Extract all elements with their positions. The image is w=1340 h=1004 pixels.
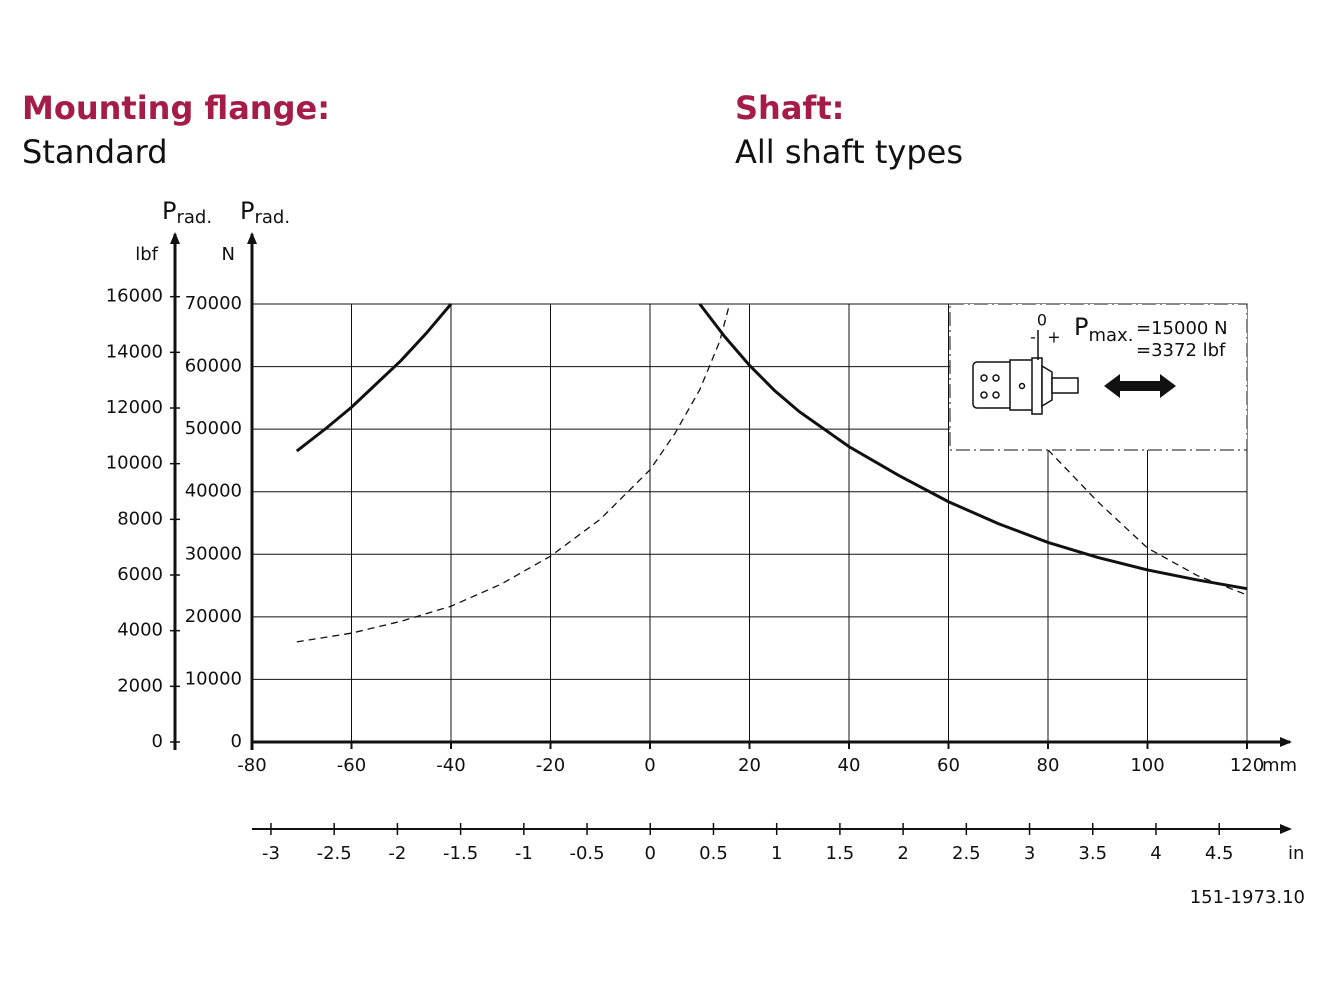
x-tick-label: -20 [536,755,565,776]
x2-tick-label: -3 [262,843,280,864]
heading-label: Mounting flange: [22,89,330,127]
x2-tick-label: 2 [897,843,908,864]
plot-area: 010000200003000040000500006000070000-80-… [106,232,1292,864]
inset-line: =15000 N [1136,318,1228,339]
x2-tick-label: -2 [388,843,406,864]
y2-tick-label: 0 [152,731,163,752]
x-tick-label: 0 [644,755,655,776]
x2-tick-label: 0 [645,843,656,864]
curve [296,303,1248,643]
y-tick-label: 30000 [185,543,242,564]
symbol: P [162,197,176,225]
symbol: P [1074,313,1088,341]
x2-tick-label: -1.5 [443,843,478,864]
x-tick-label: -40 [436,755,465,776]
y-axis-title: Prad. [240,197,290,228]
x2-tick-label: 3 [1024,843,1035,864]
inset: 0 - + Pmax. =15000 N =3372 lbf [949,303,1248,451]
x2-tick-label: 2.5 [952,843,981,864]
x2-tick-label: 1.5 [826,843,855,864]
subscript: rad. [254,207,290,228]
y2-tick-label: 2000 [117,675,163,696]
y-tick-label: 0 [231,731,242,752]
x-tick-label: 20 [738,755,761,776]
y-tick-label: 40000 [185,481,242,502]
y-tick-label: 10000 [185,668,242,689]
x2-tick-label: 3.5 [1078,843,1107,864]
curve [698,303,1248,591]
x2-tick-label: 0.5 [699,843,728,864]
x-tick-label: 100 [1130,755,1164,776]
curve [295,303,453,453]
x2-tick-label: 1 [771,843,782,864]
subscript: max. [1088,325,1133,346]
x-tick-label: -60 [337,755,366,776]
inset-zero: 0 [1037,311,1047,330]
inset-line: =3372 lbf [1136,340,1226,361]
x-unit: mm [1262,755,1297,776]
subscript: rad. [176,207,212,228]
heading-value: Standard [22,133,168,171]
motor-icon [972,330,1079,415]
y2-tick-label: 12000 [106,397,163,418]
x-tick-label: -80 [237,755,266,776]
y2-tick-label: 10000 [106,453,163,474]
x2-tick-label: -0.5 [569,843,604,864]
figure-id: 151-1973.10 [1190,887,1305,908]
x2-tick-label: 4.5 [1205,843,1234,864]
y2-tick-label: 8000 [117,508,163,529]
y2-tick-label: 14000 [106,341,163,362]
y2-unit: lbf [135,244,158,265]
x-tick-label: 80 [1037,755,1060,776]
x2-unit: in [1288,843,1304,864]
y2-tick-label: 16000 [106,286,163,307]
heading-label: Shaft: [735,89,844,127]
x-tick-label: 40 [838,755,861,776]
y-tick-label: 60000 [185,356,242,377]
x-tick-label: 120 [1230,755,1264,776]
heading-value: All shaft types [735,133,963,171]
inset-minus: - [1030,328,1036,347]
x2-tick-label: -1 [515,843,533,864]
force-arrow [1104,374,1176,398]
inset-plus: + [1047,328,1060,347]
symbol: P [240,197,254,225]
x2-tick-label: 4 [1150,843,1161,864]
y2-tick-label: 4000 [117,620,163,641]
y-unit: N [222,244,235,265]
y-tick-label: 50000 [185,418,242,439]
x2-tick-label: -2.5 [317,843,352,864]
y2-tick-label: 6000 [117,564,163,585]
y2-axis-title: Prad. [162,197,212,228]
y-tick-label: 70000 [185,293,242,314]
y-tick-label: 20000 [185,606,242,627]
x-tick-label: 60 [937,755,960,776]
inset-symbol: Pmax. [1074,313,1133,346]
